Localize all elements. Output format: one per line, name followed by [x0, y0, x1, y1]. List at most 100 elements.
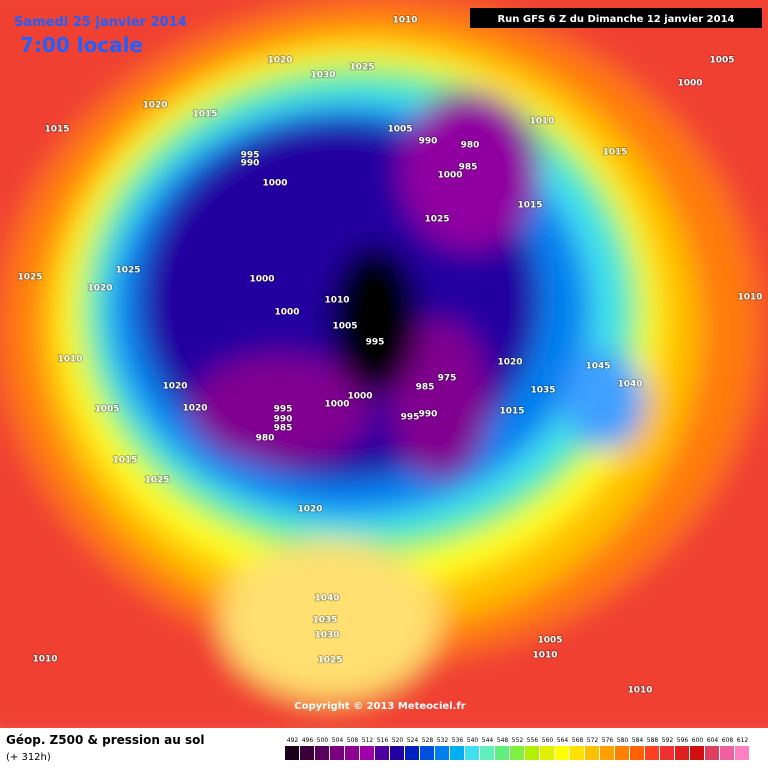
scale-label: 560 — [542, 737, 554, 744]
run-box — [470, 8, 762, 28]
scale-label: 524 — [407, 737, 419, 744]
isobar-label: 1020 — [267, 56, 292, 66]
scale-swatch — [420, 746, 434, 760]
scale-label: 588 — [647, 737, 659, 744]
scale-swatch — [660, 746, 674, 760]
isobar-label: 980 — [256, 434, 275, 444]
run-info: Run GFS 6 Z du Dimanche 12 janvier 2014 — [497, 14, 734, 25]
isobar-label: 1020 — [162, 382, 187, 392]
scale-label: 512 — [362, 737, 374, 744]
isobar-label: 1000 — [249, 275, 274, 285]
isobar-label: 1000 — [347, 392, 372, 402]
isobar-label: 975 — [438, 374, 457, 384]
isobar-label: 1025 — [17, 273, 42, 283]
isobar-label: 1010 — [737, 293, 762, 303]
isobar-label: 990 — [419, 137, 438, 147]
scale-label: 496 — [302, 737, 314, 744]
scale-label: 500 — [317, 737, 329, 744]
isobar-label: 1005 — [537, 636, 562, 646]
isobar-label: 1010 — [627, 686, 652, 696]
isobar-label: 990 — [274, 415, 293, 425]
scale-swatch — [315, 746, 329, 760]
scale-swatch — [390, 746, 404, 760]
scale-swatch — [675, 746, 689, 760]
isobar-label: 1015 — [192, 110, 217, 120]
scale-swatch — [645, 746, 659, 760]
isobar-label: 1025 — [424, 215, 449, 225]
isobar-label: 1000 — [437, 171, 462, 181]
scale-swatch — [540, 746, 554, 760]
isobar-label: 1010 — [32, 655, 57, 665]
scale-label: 608 — [722, 737, 734, 744]
isobar-label: 990 — [241, 159, 260, 169]
scale-label: 600 — [692, 737, 704, 744]
isobar-label: 1010 — [324, 296, 349, 306]
scale-label: 540 — [467, 737, 479, 744]
scale-label: 548 — [497, 737, 509, 744]
isobar-label: 1010 — [532, 651, 557, 661]
isobar-label: 1020 — [182, 404, 207, 414]
isobar-label: 1005 — [94, 405, 119, 415]
isobar-label: 1015 — [499, 407, 524, 417]
scale-label: 544 — [482, 737, 494, 744]
scale-label: 564 — [557, 737, 569, 744]
isobar-label: 990 — [419, 410, 438, 420]
scale-swatch — [525, 746, 539, 760]
scale-label: 504 — [332, 737, 344, 744]
isobar-label: 1015 — [602, 148, 627, 158]
isobar-label: 1035 — [312, 616, 337, 626]
isobar-label: 1015 — [112, 456, 137, 466]
isobar-label: 1000 — [262, 179, 287, 189]
isobar-label: 1035 — [530, 386, 555, 396]
scale-swatch — [690, 746, 704, 760]
isobar-label: 995 — [401, 413, 420, 423]
scale-label: 604 — [707, 737, 719, 744]
scale-swatch — [735, 746, 749, 760]
scale-swatch — [630, 746, 644, 760]
scale-label: 576 — [602, 737, 614, 744]
scale-swatch — [585, 746, 599, 760]
isobar-label: 1025 — [317, 656, 342, 666]
isobar-label: 995 — [241, 151, 260, 161]
time: 7:00 locale — [20, 33, 143, 57]
scale-label: 572 — [587, 737, 599, 744]
isobar-label: 1000 — [677, 79, 702, 89]
isobar-label: 1005 — [387, 125, 412, 135]
scale-label: 592 — [662, 737, 674, 744]
scale-label: 528 — [422, 737, 434, 744]
scale-label: 532 — [437, 737, 449, 744]
isobar-label: 1045 — [585, 362, 610, 372]
scale-swatch — [600, 746, 614, 760]
scale-swatch — [495, 746, 509, 760]
lead-time: (+ 312h) — [6, 752, 51, 763]
isobar-label: 1025 — [144, 476, 169, 486]
isobar-label: 1000 — [274, 308, 299, 318]
scale-label: 508 — [347, 737, 359, 744]
scale-swatch — [285, 746, 299, 760]
scale-swatch — [345, 746, 359, 760]
isobar-label: 980 — [461, 141, 480, 151]
scale-swatch — [405, 746, 419, 760]
geopotential-field — [0, 0, 768, 750]
scale-label: 580 — [617, 737, 629, 744]
scale-label: 556 — [527, 737, 539, 744]
isobar-label: 1040 — [314, 594, 339, 604]
scale-label: 520 — [392, 737, 404, 744]
copyright: Copyright © 2013 Meteociel.fr — [294, 701, 465, 712]
scale-swatch — [360, 746, 374, 760]
isobar-label: 1015 — [517, 201, 542, 211]
isobar-label: 985 — [274, 424, 293, 434]
scale-label: 568 — [572, 737, 584, 744]
isobar-label: 1010 — [529, 117, 554, 127]
isobar-label: 1005 — [709, 56, 734, 66]
scale-swatch — [570, 746, 584, 760]
isobar-label: 1000 — [324, 400, 349, 410]
scale-swatch — [330, 746, 344, 760]
scale-swatch — [465, 746, 479, 760]
scale-swatch — [555, 746, 569, 760]
isobar-label: 995 — [274, 405, 293, 415]
color-scale: 492 496 500 504 508 512 516 520 524 528 532 536 540 5… — [285, 737, 749, 760]
scale-label: 516 — [377, 737, 389, 744]
isobar-label: 1020 — [87, 284, 112, 294]
scale-swatch — [705, 746, 719, 760]
